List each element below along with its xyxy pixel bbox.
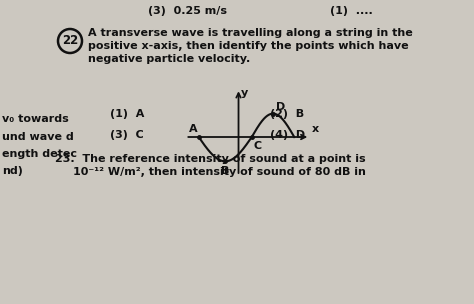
Text: v₀ towards: v₀ towards bbox=[2, 114, 69, 124]
Text: C: C bbox=[253, 141, 261, 151]
Text: (3)  0.25 m/s: (3) 0.25 m/s bbox=[148, 6, 227, 16]
Text: A: A bbox=[189, 124, 197, 134]
Text: (1)  ....: (1) .... bbox=[330, 6, 373, 16]
Text: 23.  The reference intensity of sound at a point is: 23. The reference intensity of sound at … bbox=[55, 154, 365, 164]
Text: 10⁻¹² W/m², then intensity of sound of 80 dB in: 10⁻¹² W/m², then intensity of sound of 8… bbox=[73, 167, 366, 177]
Text: (3)  C: (3) C bbox=[110, 130, 144, 140]
Text: ength detec: ength detec bbox=[2, 149, 77, 159]
Text: (1)  A: (1) A bbox=[110, 109, 145, 119]
Text: nd): nd) bbox=[2, 166, 23, 176]
Text: A transverse wave is travelling along a string in the: A transverse wave is travelling along a … bbox=[88, 28, 413, 38]
Text: y: y bbox=[241, 88, 248, 98]
Text: D: D bbox=[276, 102, 285, 112]
Text: positive x-axis, then identify the points which have: positive x-axis, then identify the point… bbox=[88, 41, 409, 51]
Text: und wave d: und wave d bbox=[2, 132, 74, 142]
Text: x: x bbox=[311, 124, 319, 134]
Text: (2)  B: (2) B bbox=[270, 109, 304, 119]
Text: (4)  D: (4) D bbox=[270, 130, 305, 140]
Text: negative particle velocity.: negative particle velocity. bbox=[88, 54, 250, 64]
Text: 22: 22 bbox=[62, 34, 78, 47]
Text: B: B bbox=[221, 166, 229, 176]
